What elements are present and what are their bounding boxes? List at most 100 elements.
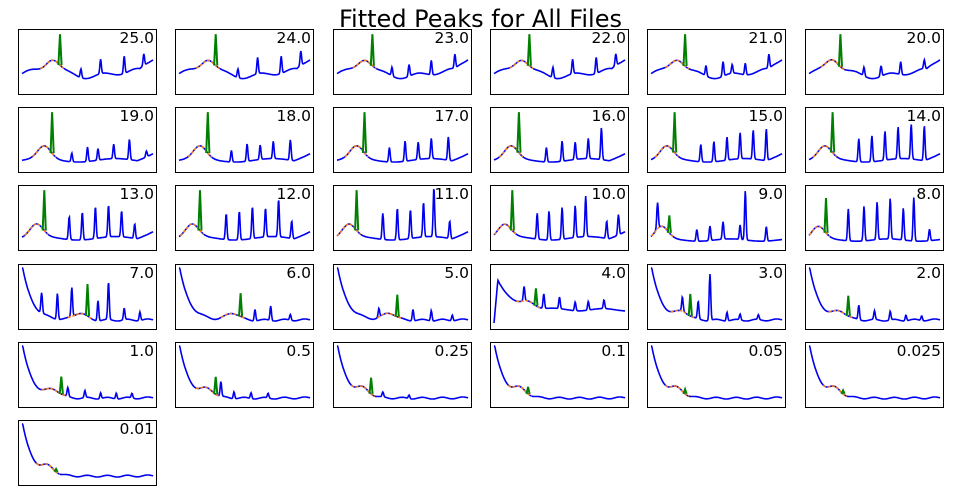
subplot-frame — [175, 264, 314, 330]
subplot-panel: 1.0 — [18, 342, 157, 408]
fitted-peak-line — [672, 112, 678, 153]
fitted-peak-line — [238, 293, 244, 317]
subplot-plot-area — [175, 107, 314, 173]
subplot-frame — [18, 29, 157, 95]
fitted-peak-line — [823, 197, 829, 233]
subplot-frame — [490, 29, 629, 95]
subplot-panel: 0.5 — [175, 342, 314, 408]
subplot-label: 25.0 — [119, 29, 154, 47]
subplot-plot-area — [175, 185, 314, 251]
subplot-label: 7.0 — [129, 264, 154, 282]
subplot-plot-area — [333, 342, 472, 408]
subplot-panel: 4.0 — [490, 264, 629, 330]
fit-curve-line — [67, 312, 92, 320]
subplot-panel: 0.1 — [490, 342, 629, 408]
subplot-label: 17.0 — [434, 107, 469, 125]
subplot-panel: 10.0 — [490, 185, 629, 251]
subplot-panel: 2.0 — [805, 264, 944, 330]
subplot-panel: 15.0 — [647, 107, 786, 173]
subplot-panel: 7.0 — [18, 264, 157, 330]
subplot-frame — [175, 29, 314, 95]
subplot-plot-area — [18, 420, 157, 486]
data-trace-line — [336, 188, 469, 241]
fitted-peak-line — [533, 288, 539, 306]
data-trace-line — [21, 205, 154, 241]
fitted-peak-line — [205, 112, 211, 154]
subplot-frame — [333, 29, 472, 95]
data-trace-line — [808, 197, 940, 242]
fit-curve-line — [808, 225, 831, 238]
subplot-label: 2.0 — [916, 264, 941, 282]
subplot-label: 23.0 — [434, 29, 469, 47]
subplot-label: 14.0 — [906, 107, 941, 125]
subplot-plot-area — [18, 264, 157, 330]
fit-curve-line — [187, 145, 213, 158]
fit-curve-line — [493, 223, 517, 235]
subplot-label: 0.05 — [748, 342, 783, 360]
fit-curve-line — [812, 145, 837, 158]
fit-curve-line — [344, 145, 369, 158]
subplot-label: 10.0 — [591, 185, 626, 203]
subplot-plot-area — [18, 29, 157, 95]
fit-curve-line — [665, 59, 690, 70]
fit-curve-line — [195, 59, 220, 70]
fitted-peak-line — [53, 466, 59, 473]
subplot-panel: 11.0 — [333, 185, 472, 251]
subplot-frame — [647, 29, 786, 95]
subplot-label: 24.0 — [276, 29, 311, 47]
subplot-plot-area — [647, 342, 786, 408]
fitted-peak-line — [361, 112, 368, 153]
subplot-panel: 16.0 — [490, 107, 629, 173]
subplot-label: 12.0 — [276, 185, 311, 203]
fitted-peak-line — [213, 376, 219, 395]
fitted-peak-line — [666, 215, 672, 233]
fitted-peak-line — [682, 386, 688, 395]
subplot-plot-area — [18, 342, 157, 408]
subplot-panel: 20.0 — [805, 29, 944, 95]
data-trace-line — [21, 53, 154, 80]
fitted-peak-line — [49, 112, 55, 154]
subplot-plot-area — [805, 264, 944, 330]
figure-title: Fitted Peaks for All Files — [339, 5, 622, 33]
subplot-plot-area — [647, 264, 786, 330]
subplot-label: 21.0 — [748, 29, 783, 47]
subplot-plot-area — [333, 29, 472, 95]
fitted-peak-line — [369, 34, 375, 66]
subplot-panel: 22.0 — [490, 29, 629, 95]
subplot-plot-area — [805, 107, 944, 173]
subplot-label: 0.25 — [434, 342, 469, 360]
subplot-label: 18.0 — [276, 107, 311, 125]
fitted-peak-line — [394, 294, 400, 317]
subplot-label: 20.0 — [906, 29, 941, 47]
subplot-label: 8.0 — [916, 185, 941, 203]
fit-curve-line — [350, 384, 376, 397]
subplot-plot-area — [333, 185, 472, 251]
fitted-peak-line — [687, 293, 693, 317]
fitted-peak-line — [509, 190, 515, 231]
subplot-label: 4.0 — [601, 264, 626, 282]
data-trace-line — [178, 139, 311, 163]
subplot-frame — [805, 29, 944, 95]
subplot-panel: 17.0 — [333, 107, 472, 173]
subplot-plot-area — [490, 185, 629, 251]
subplot-plot-area — [805, 342, 944, 408]
subplot-label: 0.5 — [286, 342, 311, 360]
data-trace-line — [336, 267, 469, 322]
fit-curve-line — [820, 59, 845, 71]
fitted-peak-line — [197, 190, 203, 231]
fit-curve-line — [654, 145, 679, 158]
subplot-panel: 0.01 — [18, 420, 157, 486]
subplot-panel: 12.0 — [175, 185, 314, 251]
fitted-peak-line — [830, 112, 836, 153]
subplot-label: 16.0 — [591, 107, 626, 125]
subplot-plot-area — [175, 29, 314, 95]
fitted-peak-line — [368, 377, 374, 394]
fit-curve-line — [352, 59, 377, 70]
fit-curve-line — [220, 312, 245, 319]
subplot-label: 13.0 — [119, 185, 154, 203]
subplot-plot-area — [490, 264, 629, 330]
subplot-plot-area — [18, 107, 157, 173]
fitted-peak-line — [84, 283, 91, 316]
subplot-panel: 0.05 — [647, 342, 786, 408]
